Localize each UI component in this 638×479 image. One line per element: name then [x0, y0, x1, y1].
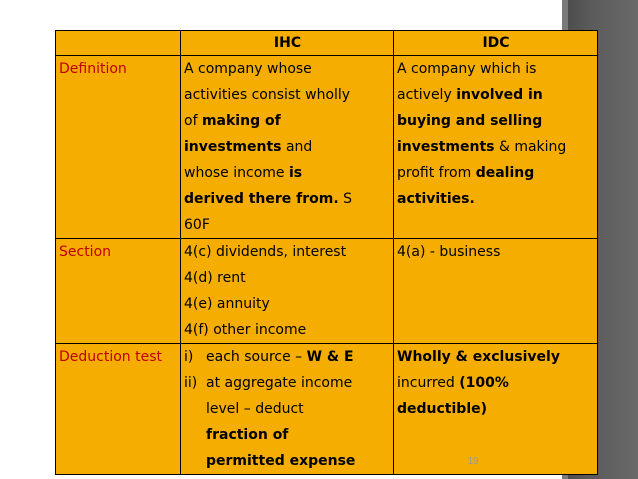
bold-text: dealing: [475, 165, 535, 181]
cell-line: investments and: [184, 134, 391, 160]
bold-text: deductible): [397, 401, 488, 417]
bold-text: activities.: [397, 191, 475, 207]
cell-text: 4(c) dividends, interest: [184, 244, 347, 260]
bold-text: investments: [397, 139, 495, 155]
cell-line: 60F: [184, 212, 391, 238]
cell-line: activities consist wholly: [184, 82, 391, 108]
bold-text: involved in: [456, 87, 543, 103]
cell-section-idc: 4(a) - business: [393, 238, 598, 344]
cell-line: 4(a) - business: [397, 239, 595, 265]
comparison-table: IHC IDC Definition A company whose activi…: [55, 30, 598, 475]
cell-line: actively involved in: [397, 82, 595, 108]
cell-text: profit from: [397, 165, 476, 181]
cell-line: deductible): [397, 396, 595, 422]
cell-line: 4(e) annuity: [184, 291, 391, 317]
list-item-first-line: ii) at aggregate income: [184, 375, 352, 391]
cell-text: 4(e) annuity: [184, 296, 270, 312]
row-label-definition: Definition: [55, 55, 181, 239]
cell-text: incurred: [397, 375, 460, 391]
bold-text: W & E: [306, 349, 354, 365]
cell-line: buying and selling: [397, 108, 595, 134]
list-item-continuation-line: permitted expense: [184, 448, 391, 474]
list-item-number: i): [184, 349, 194, 365]
deduction-list-item: ii) at aggregate income level – deduct frac…: [184, 370, 391, 474]
cell-text: at aggregate income: [206, 375, 353, 391]
bold-text: permitted expense: [206, 453, 356, 469]
cell-text: 60F: [184, 217, 210, 233]
bold-text: derived there from.: [184, 191, 339, 207]
table-row-deduction-test: Deduction test i) each source – W & E ii) a…: [55, 343, 598, 475]
cell-text: activities consist wholly: [184, 87, 351, 103]
cell-line: 4(c) dividends, interest: [184, 239, 391, 265]
row-label-deduction-test: Deduction test: [55, 343, 181, 475]
bold-text: making of: [201, 113, 281, 129]
cell-text: of: [184, 113, 202, 129]
deduction-list-item: i) each source – W & E: [184, 344, 391, 370]
header-cell-empty: [55, 30, 181, 56]
cell-deduction-idc: Wholly & exclusively incurred (100% deduct…: [393, 343, 598, 475]
page-number: 19: [467, 456, 479, 467]
cell-line: derived there from. S: [184, 186, 391, 212]
cell-text: actively: [397, 87, 457, 103]
table-row-definition: Definition A company whose activities con…: [55, 55, 598, 239]
header-cell-ihc: IHC: [180, 30, 394, 56]
cell-definition-ihc: A company whose activities consist wholly…: [180, 55, 394, 239]
cell-line: A company which is: [397, 56, 595, 82]
cell-deduction-ihc: i) each source – W & E ii) at aggregate inc…: [180, 343, 394, 475]
bold-text: fraction of: [206, 427, 289, 443]
bold-text: buying and selling: [397, 113, 543, 129]
cell-text: level – deduct: [206, 401, 304, 417]
list-item-first-line: i) each source – W & E: [184, 349, 354, 365]
row-label-section: Section: [55, 238, 181, 344]
list-item-continuation-line: fraction of: [184, 422, 391, 448]
cell-text: A company which is: [397, 61, 537, 77]
cell-line: 4(f) other income: [184, 317, 391, 343]
deduction-list: i) each source – W & E ii) at aggregate inc…: [184, 344, 391, 474]
table-header-row: IHC IDC: [55, 30, 598, 56]
cell-line: whose income is: [184, 160, 391, 186]
bold-text: investments: [184, 139, 282, 155]
bold-text: (100%: [459, 375, 509, 391]
bold-text: is: [288, 165, 303, 181]
cell-text: & making: [494, 139, 567, 155]
cell-line: incurred (100%: [397, 370, 595, 396]
header-cell-idc: IDC: [393, 30, 598, 56]
cell-section-ihc: 4(c) dividends, interest 4(d) rent 4(e) an…: [180, 238, 394, 344]
cell-line: activities.: [397, 186, 595, 212]
cell-line: A company whose: [184, 56, 391, 82]
cell-text: A company whose: [184, 61, 312, 77]
cell-text: and: [281, 139, 313, 155]
cell-text: 4(d) rent: [184, 270, 246, 286]
table-row-section: Section 4(c) dividends, interest 4(d) ren…: [55, 238, 598, 344]
cell-line: investments & making: [397, 134, 595, 160]
bold-text: Wholly & exclusively: [397, 349, 560, 365]
cell-text: S: [338, 191, 353, 207]
list-item-number: ii): [184, 375, 198, 391]
cell-definition-idc: A company which is actively involved in bu…: [393, 55, 598, 239]
cell-line: Wholly & exclusively: [397, 344, 595, 370]
cell-line: of making of: [184, 108, 391, 134]
list-item-continuation-line: level – deduct: [184, 396, 391, 422]
cell-text: 4(f) other income: [184, 322, 307, 338]
cell-text: each source –: [206, 349, 307, 365]
cell-line: profit from dealing: [397, 160, 595, 186]
cell-text: whose income: [184, 165, 289, 181]
cell-line: 4(d) rent: [184, 265, 391, 291]
cell-text: 4(a) - business: [397, 244, 501, 260]
